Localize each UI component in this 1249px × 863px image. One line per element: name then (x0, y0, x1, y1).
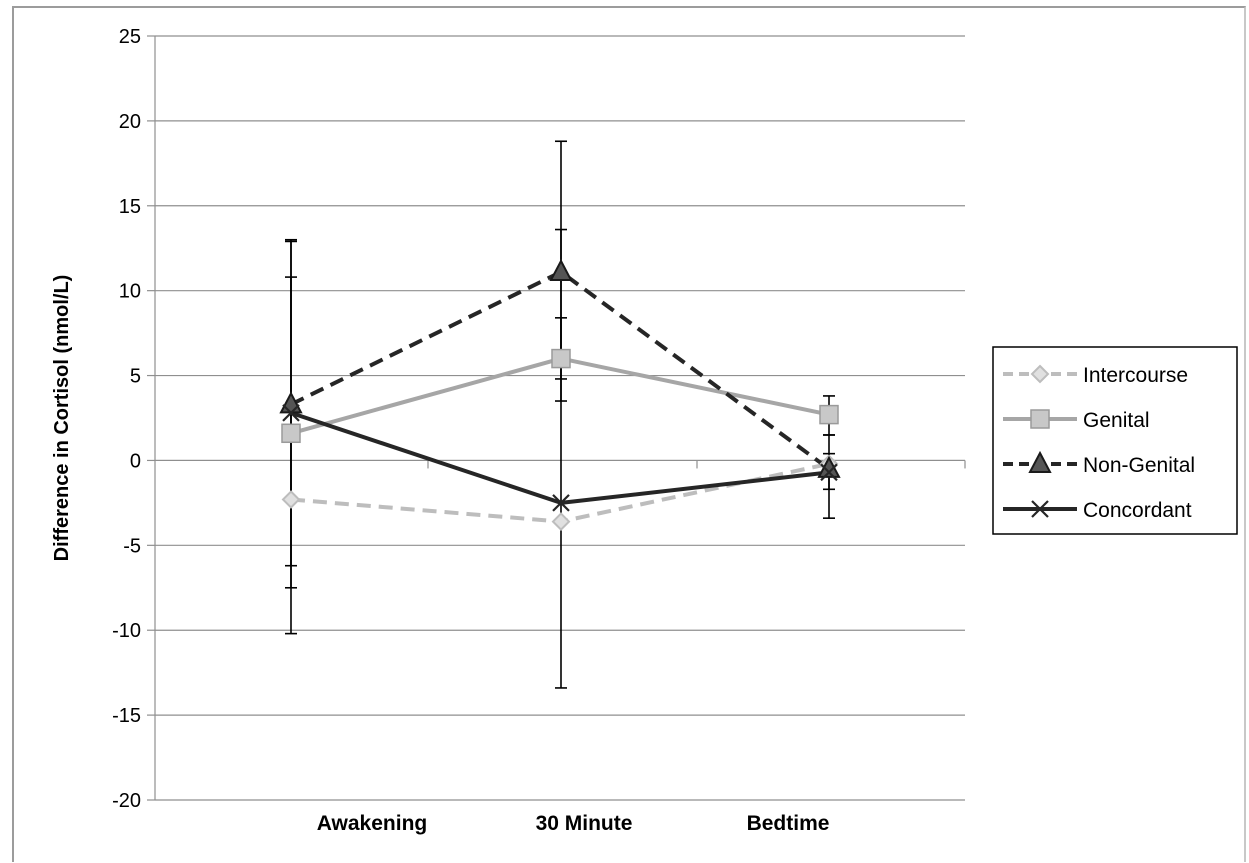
y-tick-label: 0 (130, 450, 141, 472)
y-tick-label: 10 (119, 281, 141, 303)
x-tick-label: 30 Minute (536, 812, 633, 835)
x-tick-label: Awakening (317, 812, 427, 835)
x-tick-labels: Awakening 30 Minute Bedtime (317, 812, 830, 835)
legend-marker (1028, 450, 1052, 473)
y-tick-label: -10 (112, 620, 141, 642)
data-point-intercourse (551, 512, 571, 531)
legend-label: Non-Genital (1083, 454, 1195, 477)
legend-label: Concordant (1083, 499, 1192, 522)
y-tick-label: 5 (130, 366, 141, 388)
y-tick-label: -20 (112, 790, 141, 812)
gridlines (147, 35, 965, 801)
x-tick-label: Bedtime (747, 812, 830, 835)
data-point-non-genital (549, 258, 573, 281)
legend-marker (1031, 500, 1049, 518)
y-tick-label: -15 (112, 705, 141, 727)
series-lines (290, 269, 831, 524)
legend-label: Genital (1083, 409, 1150, 432)
y-tick-label: -5 (123, 535, 141, 557)
series-line-concordant (290, 411, 830, 505)
data-point-concordant (552, 494, 570, 512)
data-point-genital (551, 348, 571, 369)
data-point-genital (281, 423, 301, 444)
y-tick-labels: 25 20 15 10 5 0 -5 -10 -15 -20 (112, 26, 141, 812)
series-line-genital (290, 356, 830, 436)
data-point-concordant (820, 463, 838, 482)
legend-label: Intercourse (1083, 364, 1188, 387)
legend: Intercourse Genital Non-Genital Concordant (992, 346, 1238, 535)
series-line-intercourse (290, 461, 830, 524)
axes (154, 36, 966, 800)
data-point-genital (819, 404, 839, 425)
y-axis-title: Difference in Cortisol (nmol/L) (51, 275, 73, 562)
series-line-non-genital (290, 269, 831, 471)
y-tick-label: 20 (119, 111, 141, 133)
data-point-intercourse (281, 490, 301, 509)
y-tick-label: 15 (119, 196, 141, 218)
y-tick-label: 25 (119, 26, 141, 48)
legend-marker (1030, 409, 1050, 429)
series-markers (279, 258, 841, 531)
data-point-concordant (282, 404, 300, 422)
chart-frame (12, 6, 1246, 862)
legend-marker (1030, 364, 1050, 384)
